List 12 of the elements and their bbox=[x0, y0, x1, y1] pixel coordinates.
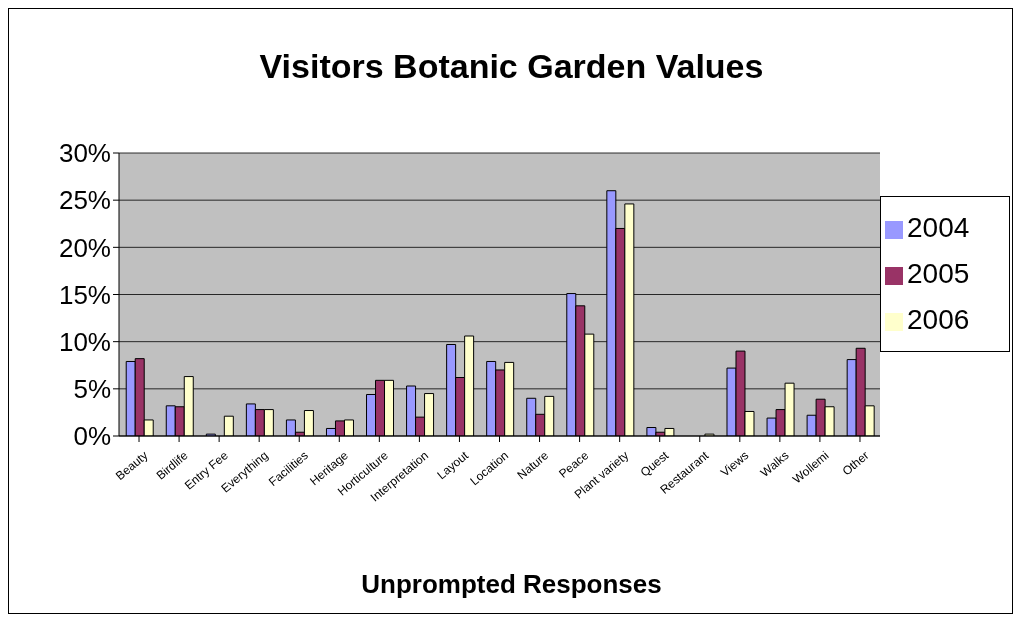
y-tick-label: 15% bbox=[58, 279, 111, 310]
legend-label: 2005 bbox=[907, 258, 970, 289]
y-tick-label: 25% bbox=[58, 185, 111, 216]
y-tick-label: 10% bbox=[58, 326, 111, 357]
x-axis-title: Unprompted Responses bbox=[360, 569, 663, 600]
y-tick-label: 5% bbox=[73, 374, 111, 405]
y-tick-label: 30% bbox=[58, 138, 111, 169]
y-tick-label: 20% bbox=[58, 232, 111, 263]
y-tick-label: 0% bbox=[73, 421, 111, 452]
legend-label: 2006 bbox=[907, 304, 970, 335]
legend-label: 2004 bbox=[907, 212, 970, 243]
chart-title: Visitors Botanic Garden Values bbox=[258, 47, 765, 86]
